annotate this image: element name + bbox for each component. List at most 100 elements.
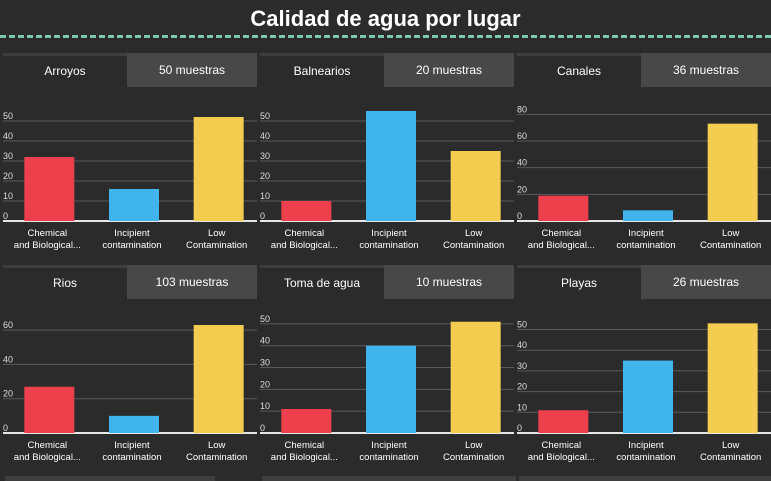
y-tick-label: 20	[3, 389, 13, 399]
bar-chemical[interactable]	[538, 195, 589, 221]
y-tick-label: 20	[3, 171, 13, 181]
panel-rios: Rios 103 muestras 0 20 40 60 Chemical and Biolo…	[3, 265, 257, 471]
y-tick-label: 10	[517, 402, 527, 412]
y-tick-label: 0	[517, 423, 522, 433]
y-tick-label: 0	[3, 423, 8, 433]
x-tick-label: Contamination	[186, 452, 247, 463]
y-tick-label: 20	[260, 379, 270, 389]
x-tick-label: Incipient	[628, 228, 664, 239]
x-tick-label: contamination	[102, 240, 161, 251]
x-tick-label: Chemical	[542, 228, 582, 239]
tab-sample-count[interactable]: 50 muestras	[127, 53, 257, 87]
panel-tabs: Arroyos 50 muestras	[3, 53, 257, 87]
next-panel-stub	[5, 476, 215, 481]
y-tick-label: 40	[260, 336, 270, 346]
bar-incipient[interactable]	[623, 210, 673, 221]
x-tick-label: contamination	[616, 240, 675, 251]
y-tick-label: 10	[3, 191, 13, 201]
y-tick-label: 50	[3, 111, 13, 121]
y-tick-label: 0	[517, 211, 522, 221]
y-tick-label: 40	[3, 131, 13, 141]
y-tick-label: 0	[260, 423, 265, 433]
tab-location[interactable]: Playas	[517, 265, 641, 299]
y-tick-label: 0	[260, 211, 265, 221]
bar-chemical[interactable]	[538, 410, 589, 433]
tab-location[interactable]: Canales	[517, 53, 641, 87]
y-tick-label: 40	[3, 354, 13, 364]
y-tick-label: 80	[517, 104, 527, 114]
x-tick-label: and Biological...	[528, 452, 595, 463]
y-tick-label: 30	[260, 151, 270, 161]
y-tick-label: 10	[260, 401, 270, 411]
x-tick-label: Incipient	[628, 440, 664, 451]
tab-sample-count[interactable]: 36 muestras	[641, 53, 771, 87]
bar-chemical[interactable]	[281, 201, 332, 221]
page-title: Calidad de agua por lugar	[250, 6, 521, 31]
x-tick-label: contamination	[616, 452, 675, 463]
next-panel-stub	[262, 476, 516, 481]
bar-low[interactable]	[450, 321, 501, 433]
x-tick-label: and Biological...	[14, 240, 81, 251]
y-tick-label: 40	[260, 131, 270, 141]
bar-incipient[interactable]	[366, 111, 416, 221]
bar-chemical[interactable]	[24, 157, 75, 221]
tab-location[interactable]: Arroyos	[3, 53, 127, 87]
panel-playas: Playas 26 muestras 0 10 20 30 40 50 Chemical and …	[517, 265, 771, 471]
x-tick-label: Low	[208, 440, 226, 451]
tab-location[interactable]: Rios	[3, 265, 127, 299]
panel-arroyos: Arroyos 50 muestras 0 10 20 30 40 50 Chemical and…	[3, 53, 257, 259]
panel-tabs: Toma de agua 10 muestras	[260, 265, 514, 299]
tab-sample-count[interactable]: 103 muestras	[127, 265, 257, 299]
tab-sample-count[interactable]: 26 muestras	[641, 265, 771, 299]
bar-incipient[interactable]	[623, 360, 673, 433]
y-tick-label: 40	[517, 340, 527, 350]
x-tick-label: Chemical	[28, 228, 68, 239]
bar-low[interactable]	[193, 117, 244, 221]
tab-sample-count[interactable]: 10 muestras	[384, 265, 514, 299]
x-tick-label: Incipient	[114, 440, 150, 451]
panel-tabs: Rios 103 muestras	[3, 265, 257, 299]
y-tick-label: 30	[260, 358, 270, 368]
x-tick-label: contamination	[359, 452, 418, 463]
y-tick-label: 20	[260, 171, 270, 181]
panel-balnearios: Balnearios 20 muestras 0 10 20 30 40 50 Chemical…	[260, 53, 514, 259]
y-tick-label: 50	[517, 320, 527, 330]
bar-incipient[interactable]	[109, 189, 159, 221]
x-tick-label: Chemical	[28, 440, 68, 451]
bar-low[interactable]	[707, 323, 758, 433]
bar-chemical[interactable]	[281, 409, 332, 433]
bar-low[interactable]	[450, 151, 501, 221]
x-tick-label: Low	[722, 440, 740, 451]
y-tick-label: 40	[517, 158, 527, 168]
x-tick-label: Chemical	[542, 440, 582, 451]
y-tick-label: 50	[260, 314, 270, 324]
x-tick-label: contamination	[102, 452, 161, 463]
tab-sample-count[interactable]: 20 muestras	[384, 53, 514, 87]
bar-incipient[interactable]	[109, 415, 159, 433]
tab-location[interactable]: Toma de agua	[260, 265, 384, 299]
tab-location[interactable]: Balnearios	[260, 53, 384, 87]
panel-canales: Canales 36 muestras 0 20 40 60 80 Chemical and B…	[517, 53, 771, 259]
y-tick-label: 30	[3, 151, 13, 161]
bar-low[interactable]	[707, 123, 758, 221]
x-tick-label: and Biological...	[271, 240, 338, 251]
x-tick-label: Contamination	[443, 240, 504, 251]
bar-incipient[interactable]	[366, 345, 416, 433]
x-tick-label: and Biological...	[14, 452, 81, 463]
x-tick-label: Incipient	[371, 440, 407, 451]
panel-tabs: Canales 36 muestras	[517, 53, 771, 87]
panel-toma-de-agua: Toma de agua 10 muestras 0 10 20 30 40 50 Chemic…	[260, 265, 514, 471]
y-tick-label: 30	[517, 361, 527, 371]
bar-low[interactable]	[193, 325, 244, 433]
x-tick-label: Contamination	[700, 452, 761, 463]
y-tick-label: 20	[517, 184, 527, 194]
x-tick-label: Contamination	[443, 452, 504, 463]
y-tick-label: 50	[260, 111, 270, 121]
next-panel-stub	[519, 476, 771, 481]
bar-chemical[interactable]	[24, 386, 75, 433]
x-tick-label: and Biological...	[528, 240, 595, 251]
